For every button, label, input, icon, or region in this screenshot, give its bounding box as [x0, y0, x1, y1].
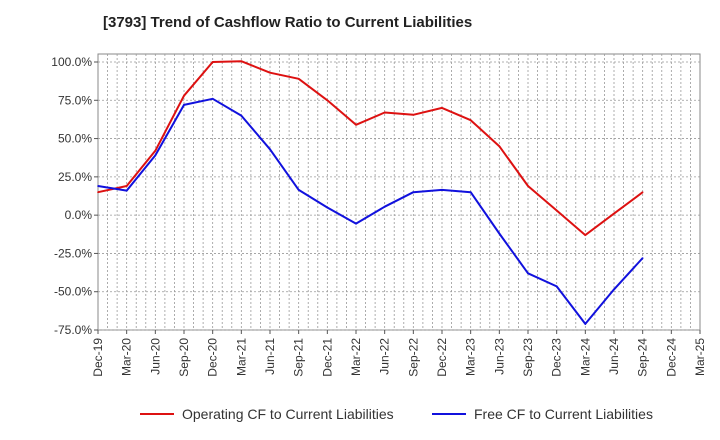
data-point	[469, 191, 472, 193]
x-tick-label: Dec-21	[320, 338, 334, 377]
data-point	[613, 212, 615, 215]
y-tick-label: 100.0%	[51, 55, 92, 69]
series-line-operating-cf	[97, 60, 644, 237]
data-point	[412, 114, 415, 116]
data-point	[584, 234, 587, 236]
data-point	[527, 185, 529, 187]
data-point	[125, 189, 128, 192]
data-point	[326, 206, 329, 209]
x-tick-label: Sep-24	[636, 338, 650, 377]
data-point	[613, 288, 615, 291]
legend-label: Operating CF to Current Liabilities	[182, 406, 394, 422]
data-point	[297, 78, 300, 80]
y-tick-label: -75.0%	[54, 323, 92, 337]
x-tick-label: Dec-19	[91, 338, 105, 377]
plot-area	[97, 53, 701, 331]
x-tick-label: Mar-23	[464, 338, 478, 376]
x-tick-label: Sep-21	[292, 338, 306, 377]
data-point	[297, 189, 300, 191]
data-point	[97, 191, 99, 193]
series-line-free-cf	[97, 97, 644, 325]
data-point	[498, 232, 501, 235]
data-point	[211, 97, 214, 100]
data-point	[326, 99, 329, 102]
x-tick-label: Dec-23	[550, 338, 564, 377]
data-point	[441, 189, 443, 191]
data-point	[269, 71, 271, 74]
data-point	[555, 285, 558, 288]
legend: Operating CF to Current Liabilities Free …	[140, 406, 653, 422]
x-tick-label: Jun-20	[148, 338, 162, 375]
data-point	[412, 191, 415, 193]
y-tick-label: -25.0%	[54, 246, 92, 260]
x-tick-label: Dec-24	[664, 338, 678, 377]
x-tick-label: Sep-23	[521, 338, 535, 377]
y-tick-label: 50.0%	[58, 132, 92, 146]
y-tick-label: 75.0%	[58, 93, 92, 107]
data-point	[383, 111, 386, 114]
data-point	[555, 209, 558, 212]
x-tick-label: Jun-23	[492, 338, 506, 375]
y-tick-label: 0.0%	[65, 208, 93, 222]
x-axis-ticks: Dec-19 Mar-20 Jun-20 Sep-20 Dec-20 Mar-21 Jun-…	[91, 330, 707, 377]
chart-title: [3793] Trend of Cashflow Ratio to Curren…	[103, 14, 473, 31]
data-point	[383, 205, 386, 208]
x-tick-label: Dec-22	[435, 338, 449, 377]
y-axis-ticks: 100.0% 75.0% 50.0% 25.0% 0.0% -25.0% -50.0% -75…	[51, 55, 98, 337]
data-point	[211, 61, 214, 63]
x-tick-label: Mar-22	[349, 338, 363, 376]
x-tick-label: Jun-21	[263, 338, 277, 375]
data-point	[641, 257, 644, 259]
x-tick-label: Jun-24	[607, 338, 621, 375]
data-point	[641, 191, 644, 193]
y-tick-label: 25.0%	[58, 170, 92, 184]
x-tick-label: Sep-20	[177, 338, 191, 377]
x-tick-label: Mar-24	[578, 338, 592, 376]
y-tick-label: -50.0%	[54, 285, 92, 299]
x-tick-label: Sep-22	[406, 338, 420, 377]
data-point	[498, 145, 501, 148]
series-lines	[97, 60, 644, 325]
data-point	[97, 185, 99, 187]
data-point	[183, 94, 185, 97]
data-point	[441, 107, 443, 109]
gridlines	[98, 54, 700, 331]
x-tick-label: Dec-20	[206, 338, 220, 377]
data-point	[154, 150, 157, 152]
data-point	[355, 123, 357, 126]
data-point	[240, 114, 243, 117]
x-tick-label: Jun-22	[378, 338, 392, 375]
data-point	[183, 104, 185, 106]
x-tick-label: Mar-21	[234, 338, 248, 376]
data-point	[125, 185, 128, 187]
x-tick-label: Mar-20	[120, 338, 134, 376]
data-point	[527, 272, 529, 275]
data-point	[269, 148, 271, 151]
data-point	[154, 154, 157, 157]
legend-label: Free CF to Current Liabilities	[474, 406, 653, 422]
data-point	[240, 60, 243, 63]
x-tick-label: Mar-25	[693, 338, 707, 376]
data-point	[355, 222, 357, 225]
data-point	[584, 323, 587, 325]
data-point	[469, 119, 472, 121]
